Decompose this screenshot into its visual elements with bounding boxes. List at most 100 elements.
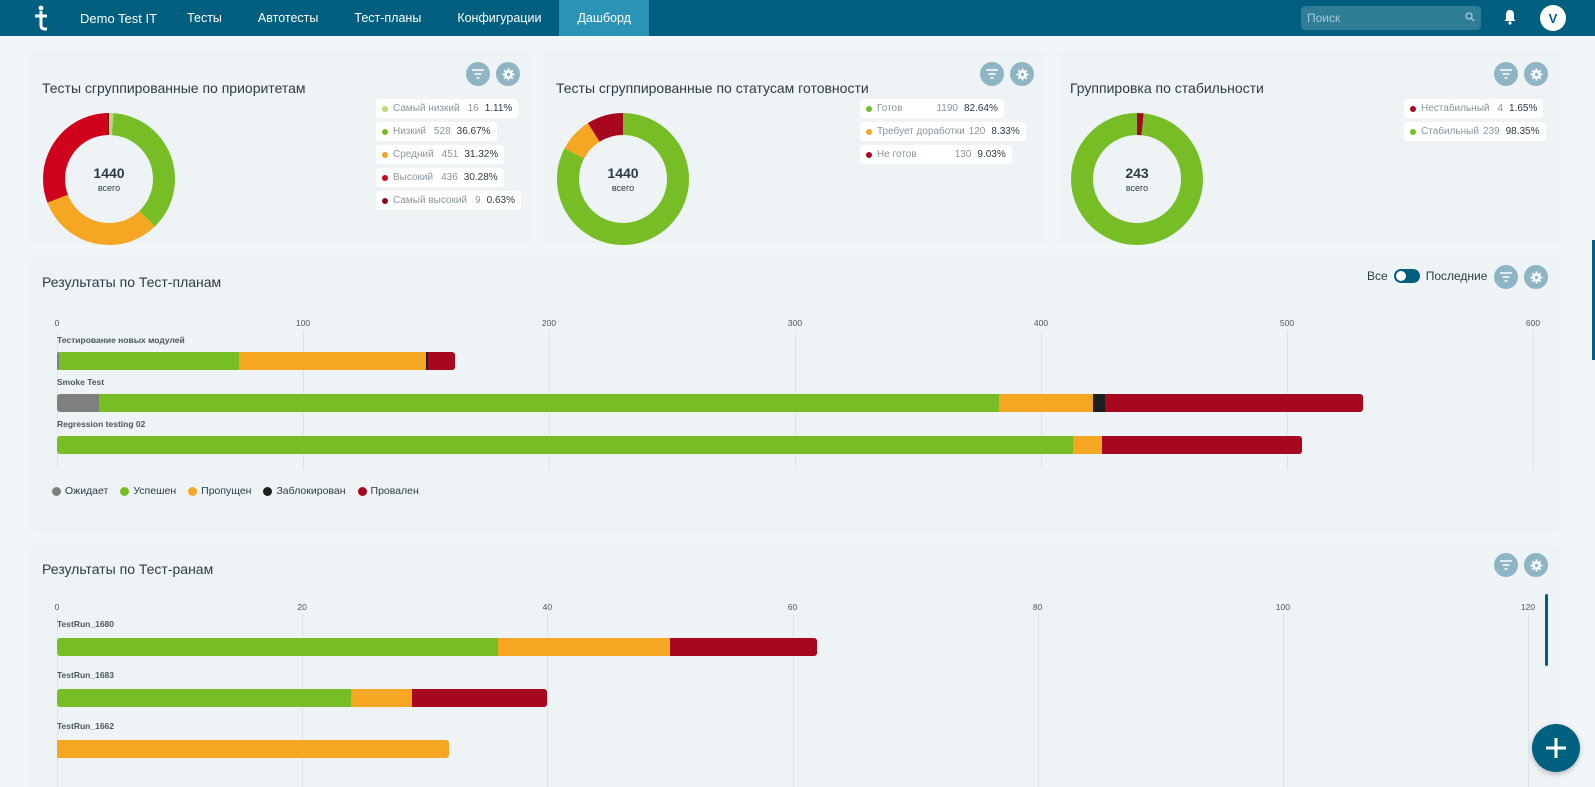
gear-icon[interactable] — [1010, 62, 1034, 86]
gear-icon[interactable] — [1524, 62, 1548, 86]
bar-segment[interactable] — [428, 352, 456, 370]
all-last-toggle[interactable]: Все Последние — [1367, 269, 1487, 283]
gear-icon[interactable] — [496, 62, 520, 86]
bar-segment[interactable] — [57, 689, 352, 707]
bar-segment[interactable] — [1072, 436, 1103, 454]
passed-dot — [120, 486, 130, 496]
chart-scrollbar[interactable] — [1545, 594, 1548, 666]
donut-total: 243 — [1125, 165, 1149, 181]
legend-label: Низкий — [393, 126, 426, 137]
page-scrollbar[interactable] — [1592, 240, 1595, 360]
filter-icon[interactable] — [1494, 265, 1518, 289]
bar-segment[interactable] — [1092, 394, 1105, 412]
high-dot — [382, 174, 388, 181]
donut-slice-3[interactable] — [43, 113, 175, 245]
toggle-last-label: Последние — [1425, 269, 1488, 283]
bar-segment[interactable] — [239, 352, 426, 370]
toggle-switch[interactable] — [1393, 269, 1420, 283]
add-button[interactable] — [1532, 724, 1580, 772]
legend-item-needs-work[interactable]: Требует доработки 120 8.33% — [860, 122, 1026, 141]
filter-icon[interactable] — [1494, 62, 1518, 86]
nav-tab-dashboard[interactable]: Дашборд — [559, 0, 649, 36]
grid-line — [1282, 614, 1284, 787]
legend-skipped[interactable]: Пропущен — [188, 485, 251, 497]
nav-tab-autotests[interactable]: Автотесты — [257, 11, 319, 25]
bar-row-label: TestRun_1683 — [57, 670, 115, 680]
legend-item-high[interactable]: Высокий 436 30.28% — [376, 168, 504, 187]
legend-label: Успешен — [133, 485, 177, 497]
bar-segment[interactable] — [57, 436, 1073, 454]
legend-item-stable[interactable]: Стабильный 239 98.35% — [1404, 122, 1546, 141]
nav-tab-test-plans[interactable]: Тест-планы — [354, 11, 422, 25]
legend-item-lowest[interactable]: Самый низкий 16 1.11% — [376, 99, 519, 118]
bar-segment[interactable] — [57, 394, 99, 412]
legend-pct: 31.32% — [464, 149, 499, 160]
bar-row[interactable] — [57, 689, 548, 707]
nav-tab-tests[interactable]: Тесты — [187, 11, 222, 25]
status-card: Тесты сгруппированные по статусам готовн… — [544, 50, 1046, 245]
legend-count: 436 — [441, 172, 458, 183]
search-box[interactable] — [1301, 6, 1481, 30]
donut-slice-2[interactable] — [557, 113, 689, 245]
nav-tab-configurations[interactable]: Конфигурации — [457, 11, 542, 25]
bar-row[interactable] — [57, 352, 456, 370]
bell-icon[interactable] — [1503, 9, 1517, 30]
legend-failed[interactable]: Провален — [357, 485, 419, 497]
legend-count: 16 — [467, 103, 479, 114]
filter-icon[interactable] — [1494, 553, 1518, 577]
bar-segment[interactable] — [999, 394, 1093, 412]
bar-segment[interactable] — [57, 740, 450, 758]
legend-pct: 36.67% — [456, 126, 491, 137]
bar-row[interactable] — [57, 436, 1302, 454]
bar-segment[interactable] — [412, 689, 548, 707]
bar-segment[interactable] — [498, 638, 670, 656]
grid-line — [547, 614, 549, 787]
testit-logo-icon[interactable] — [20, 0, 62, 36]
bar-row[interactable] — [57, 638, 817, 656]
project-name[interactable]: Demo Test IT — [80, 10, 158, 26]
bar-segment[interactable] — [59, 352, 240, 370]
highest-dot — [382, 197, 388, 204]
legend-blocked[interactable]: Заблокирован — [263, 485, 346, 497]
bar-segment[interactable] — [425, 352, 429, 370]
donut-slice-4[interactable] — [43, 113, 175, 245]
bar-segment[interactable] — [1104, 394, 1364, 412]
grid-line — [1533, 330, 1534, 470]
bar-segment[interactable] — [57, 352, 60, 370]
gear-icon[interactable] — [1524, 265, 1548, 289]
search-icon[interactable] — [1465, 9, 1475, 27]
legend-count: 120 — [968, 126, 986, 137]
axis-tick: 400 — [1033, 318, 1049, 328]
legend-item-highest[interactable]: Самый высокий 9 0.63% — [376, 191, 521, 210]
low-dot — [382, 128, 388, 135]
legend-label: Требует доработки — [877, 126, 965, 137]
legend-item-unstable[interactable]: Нестабильный 4 1.65% — [1404, 99, 1544, 118]
legend-item-medium[interactable]: Средний 451 31.32% — [376, 145, 505, 164]
bar-segment[interactable] — [669, 638, 817, 656]
search-input[interactable] — [1307, 11, 1457, 25]
user-avatar[interactable]: V — [1540, 5, 1566, 31]
not-ready-dot — [866, 151, 872, 158]
legend-item-low[interactable]: Низкий 528 36.67% — [376, 122, 497, 141]
legend-passed[interactable]: Успешен — [120, 485, 176, 497]
bar-row[interactable] — [57, 740, 450, 758]
legend-item-not-ready[interactable]: Не готов 130 9.03% — [860, 145, 1012, 164]
filter-icon[interactable] — [980, 62, 1004, 86]
legend-waiting[interactable]: Ожидает — [52, 485, 108, 497]
donut-slice-1[interactable] — [1071, 113, 1203, 245]
bar-segment[interactable] — [98, 394, 1000, 412]
axis-tick: 600 — [1525, 318, 1541, 328]
bar-segment[interactable] — [57, 638, 499, 656]
filter-icon[interactable] — [466, 62, 490, 86]
bar-segment[interactable] — [1102, 436, 1302, 454]
legend-item-ready[interactable]: Готов 1190 82.64% — [860, 99, 1004, 118]
bar-row[interactable] — [57, 394, 1364, 412]
waiting-dot — [52, 486, 61, 496]
gear-icon[interactable] — [1524, 553, 1548, 577]
donut-slice-1[interactable] — [43, 113, 175, 245]
legend-label: Пропущен — [201, 485, 252, 497]
priority-legend: Самый низкий 16 1.11% Низкий 528 36.67% Сред… — [376, 99, 521, 214]
axis-tick: 60 — [787, 602, 798, 612]
bar-segment[interactable] — [351, 689, 413, 707]
donut-slice-2[interactable] — [43, 113, 175, 245]
